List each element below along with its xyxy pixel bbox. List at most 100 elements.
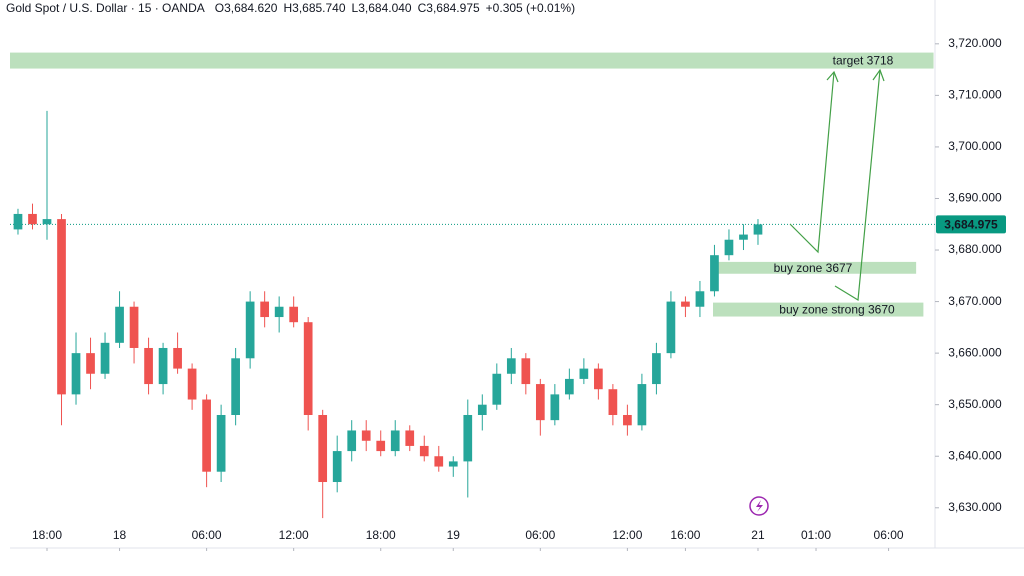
y-tick-label: 3,670.000 (948, 294, 1002, 308)
candle-body (492, 373, 502, 405)
candle-body (434, 456, 444, 467)
candle-body (57, 219, 66, 395)
y-tick-label: 3,660.000 (948, 345, 1002, 359)
candle-body (187, 368, 197, 400)
candle-body (13, 213, 23, 230)
candle-body (550, 394, 560, 421)
zone (713, 261, 917, 274)
x-tick-label: 01:00 (801, 528, 831, 542)
candle-body (28, 213, 37, 225)
candle-body (115, 306, 124, 343)
candle-body (710, 255, 719, 292)
candle-body (303, 322, 313, 415)
y-tick-label: 3,680.000 (948, 242, 1002, 256)
candle-body (419, 445, 429, 457)
candle-body (347, 430, 357, 452)
candle-body (376, 440, 386, 452)
y-tick-label: 3,650.000 (948, 397, 1002, 411)
candle-body (289, 306, 299, 323)
ohlc-value: 3,684.620 (224, 1, 278, 15)
labels: 3,630.000 3,640.000 3,650.000 3,660.000 3,67… (32, 36, 1006, 551)
replay-icon[interactable] (749, 496, 769, 516)
x-tick-label: 16:00 (670, 528, 700, 542)
candle-body (71, 353, 81, 395)
ohlc-value: 3,685.740 (292, 1, 346, 15)
last-price-box (936, 215, 1006, 234)
candle-body (332, 451, 342, 483)
candle-body (86, 353, 95, 374)
y-tick-label: 3,690.000 (948, 191, 1002, 205)
arrow-head (826, 70, 839, 83)
candle-body (361, 430, 371, 441)
y-tick-label: 3,720.000 (948, 36, 1002, 50)
y-tick-label: 3,700.000 (948, 139, 1002, 153)
ohlc-value: 3,684.975 (426, 1, 480, 15)
icon-circle[interactable] (749, 496, 769, 516)
zone-label: buy zone strong 3670 (779, 303, 895, 317)
ohlc-label: L (352, 1, 359, 15)
candle-body (144, 347, 153, 385)
candle-body (129, 306, 139, 348)
zone-label: buy zone 3677 (774, 261, 853, 275)
candle-body (260, 301, 269, 318)
icon-bolt[interactable] (756, 500, 763, 512)
candle-body (405, 430, 415, 446)
arrow-head (872, 68, 885, 82)
candle-body (521, 358, 531, 385)
x-tick-label: 19 (447, 528, 461, 542)
candle-body (506, 358, 516, 374)
candle-body (477, 404, 487, 415)
zones (10, 52, 935, 317)
candle-body (739, 234, 748, 240)
candle-body (202, 399, 211, 472)
ohlc-label: O (215, 1, 224, 15)
candle-body (245, 301, 255, 359)
zone (713, 302, 924, 317)
candle-body (448, 461, 458, 467)
ohlc-label: C (418, 1, 427, 15)
candle-body (318, 414, 328, 483)
zone (10, 52, 934, 69)
arrows (789, 68, 885, 302)
x-tick-label: 18:00 (366, 528, 396, 542)
arrow-path (834, 69, 881, 302)
candle-body (390, 430, 400, 452)
x-tick-label: 18 (113, 528, 127, 542)
x-tick-label: 06:00 (874, 528, 904, 542)
candle-body (666, 301, 676, 354)
x-tick-label: 06:00 (525, 528, 555, 542)
header: Gold Spot / U.S. Dollar · 15 · OANDA O 3,… (6, 1, 575, 15)
ohlc-label: H (283, 1, 292, 15)
candle-body (579, 368, 589, 379)
y-tick-label: 3,630.000 (948, 500, 1002, 514)
y-tick-label: 3,710.000 (948, 88, 1002, 102)
candle-body (608, 389, 618, 415)
zone-label: target 3718 (833, 54, 894, 68)
x-tick-label: 21 (751, 528, 765, 542)
candle-body (753, 224, 763, 235)
candle-body (216, 414, 226, 472)
arrow-path (789, 71, 835, 254)
candle-body (100, 342, 110, 374)
candle-body (623, 414, 632, 426)
candle-body (565, 378, 574, 395)
candle-body (463, 414, 473, 462)
candle-body (231, 358, 240, 415)
candle-body (637, 384, 647, 426)
symbol-title: Gold Spot / U.S. Dollar · 15 · OANDA (6, 1, 205, 15)
change: +0.305 (+0.01%) (486, 1, 575, 15)
x-tick-label: 06:00 (192, 528, 222, 542)
candle-body (594, 368, 603, 390)
candle-body (274, 306, 284, 318)
candle-body (535, 384, 545, 421)
candle-body (695, 291, 705, 307)
candle-body (158, 347, 168, 385)
candle-body (652, 353, 661, 385)
candle-body (42, 219, 52, 225)
candle-body (173, 347, 182, 369)
x-tick-label: 12:00 (279, 528, 309, 542)
candle-body (681, 301, 690, 307)
